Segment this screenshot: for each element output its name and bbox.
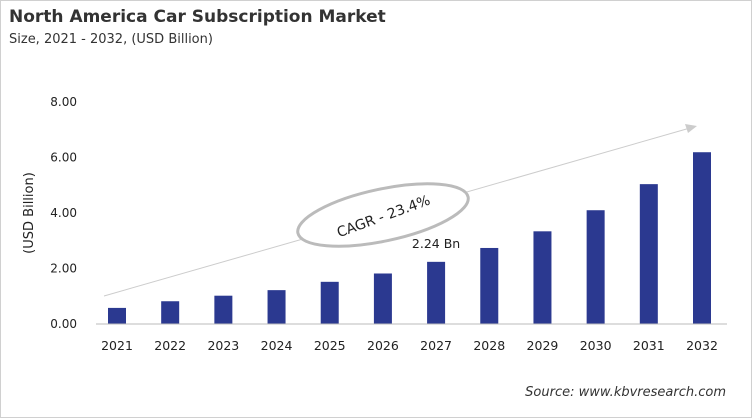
chart-subtitle: Size, 2021 - 2032, (USD Billion) xyxy=(9,32,213,47)
x-tick-label: 2030 xyxy=(580,338,612,353)
arrow-head-icon xyxy=(685,124,697,133)
y-tick-label: 0.00 xyxy=(50,317,77,331)
x-tick-label: 2021 xyxy=(101,338,133,353)
bar-2021 xyxy=(108,307,126,324)
y-axis-label: (USD Billion) xyxy=(22,172,37,254)
bar-2027 xyxy=(427,261,446,324)
x-tick-label: 2022 xyxy=(154,338,186,353)
cagr-ellipse xyxy=(296,182,470,248)
bar-2028 xyxy=(480,247,499,324)
y-tick-label: 2.00 xyxy=(50,262,77,276)
y-tick-label: 4.00 xyxy=(50,206,77,220)
x-tick-label: 2024 xyxy=(261,338,293,353)
chart-title: North America Car Subscription Market xyxy=(9,7,386,27)
x-tick-label: 2031 xyxy=(633,338,665,353)
bar-2029 xyxy=(533,231,552,324)
bar-2022 xyxy=(161,301,180,324)
bar-2025 xyxy=(320,281,339,324)
data-label-2027: 2.24 Bn xyxy=(412,236,460,251)
bar-2031 xyxy=(639,184,658,324)
x-tick-label: 2023 xyxy=(207,338,239,353)
source-note: Source: www.kbvresearch.com xyxy=(525,385,726,400)
x-tick-label: 2029 xyxy=(527,338,559,353)
x-tick-label: 2027 xyxy=(420,338,452,353)
bar-2023 xyxy=(214,295,233,324)
x-tick-label: 2026 xyxy=(367,338,399,353)
y-tick-label: 8.00 xyxy=(50,95,77,109)
bar-2032 xyxy=(693,152,711,324)
bar-2030 xyxy=(586,210,605,324)
x-tick-label: 2032 xyxy=(686,338,718,353)
x-tick-label: 2028 xyxy=(473,338,505,353)
y-tick-label: 6.00 xyxy=(50,151,77,165)
bar-2024 xyxy=(267,290,286,324)
bar-2026 xyxy=(373,273,392,324)
x-tick-label: 2025 xyxy=(314,338,346,353)
